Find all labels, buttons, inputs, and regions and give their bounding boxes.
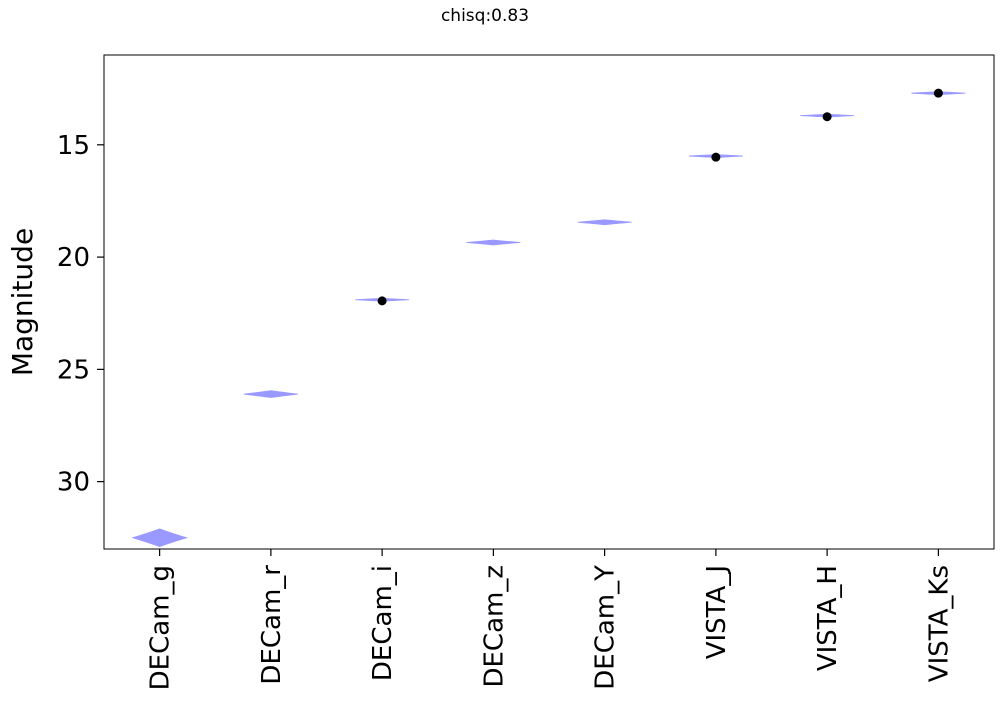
y-tick-label-15: 15 [57, 131, 90, 161]
x-tick-label-VISTA_Ks: VISTA_Ks [924, 565, 954, 682]
x-tick-label-DECam_Y: DECam_Y [591, 565, 621, 690]
violin-DECam_r [243, 390, 298, 398]
x-tick-label-VISTA_J: VISTA_J [702, 565, 732, 659]
plot-area: 15 20 25 30 DECam_g DECam_r DECam_i DECam_z DECa… [57, 54, 995, 690]
data-point-VISTA_H [822, 112, 832, 122]
x-tick-label-DECam_z: DECam_z [479, 565, 509, 688]
y-tick-label-25: 25 [57, 355, 90, 385]
x-tick-label-DECam_i: DECam_i [368, 565, 398, 681]
data-point-DECam_i [377, 296, 387, 306]
y-axis-label: Magnitude [6, 228, 39, 376]
data-point-VISTA_J [711, 152, 721, 162]
violin-DECam_z [466, 239, 521, 246]
plot-frame [103, 54, 995, 550]
y-tick-label-20: 20 [57, 243, 90, 273]
y-tick-label-30: 30 [57, 468, 90, 498]
x-tick-label-DECam_g: DECam_g [146, 565, 176, 690]
x-tick-label-VISTA_H: VISTA_H [813, 565, 843, 671]
violin-DECam_g [131, 528, 189, 548]
violin-DECam_Y [577, 219, 632, 226]
data-point-VISTA_Ks [933, 88, 943, 98]
chart-title: chisq:0.83 [441, 6, 529, 26]
x-tick-label-DECam_r: DECam_r [257, 565, 287, 685]
